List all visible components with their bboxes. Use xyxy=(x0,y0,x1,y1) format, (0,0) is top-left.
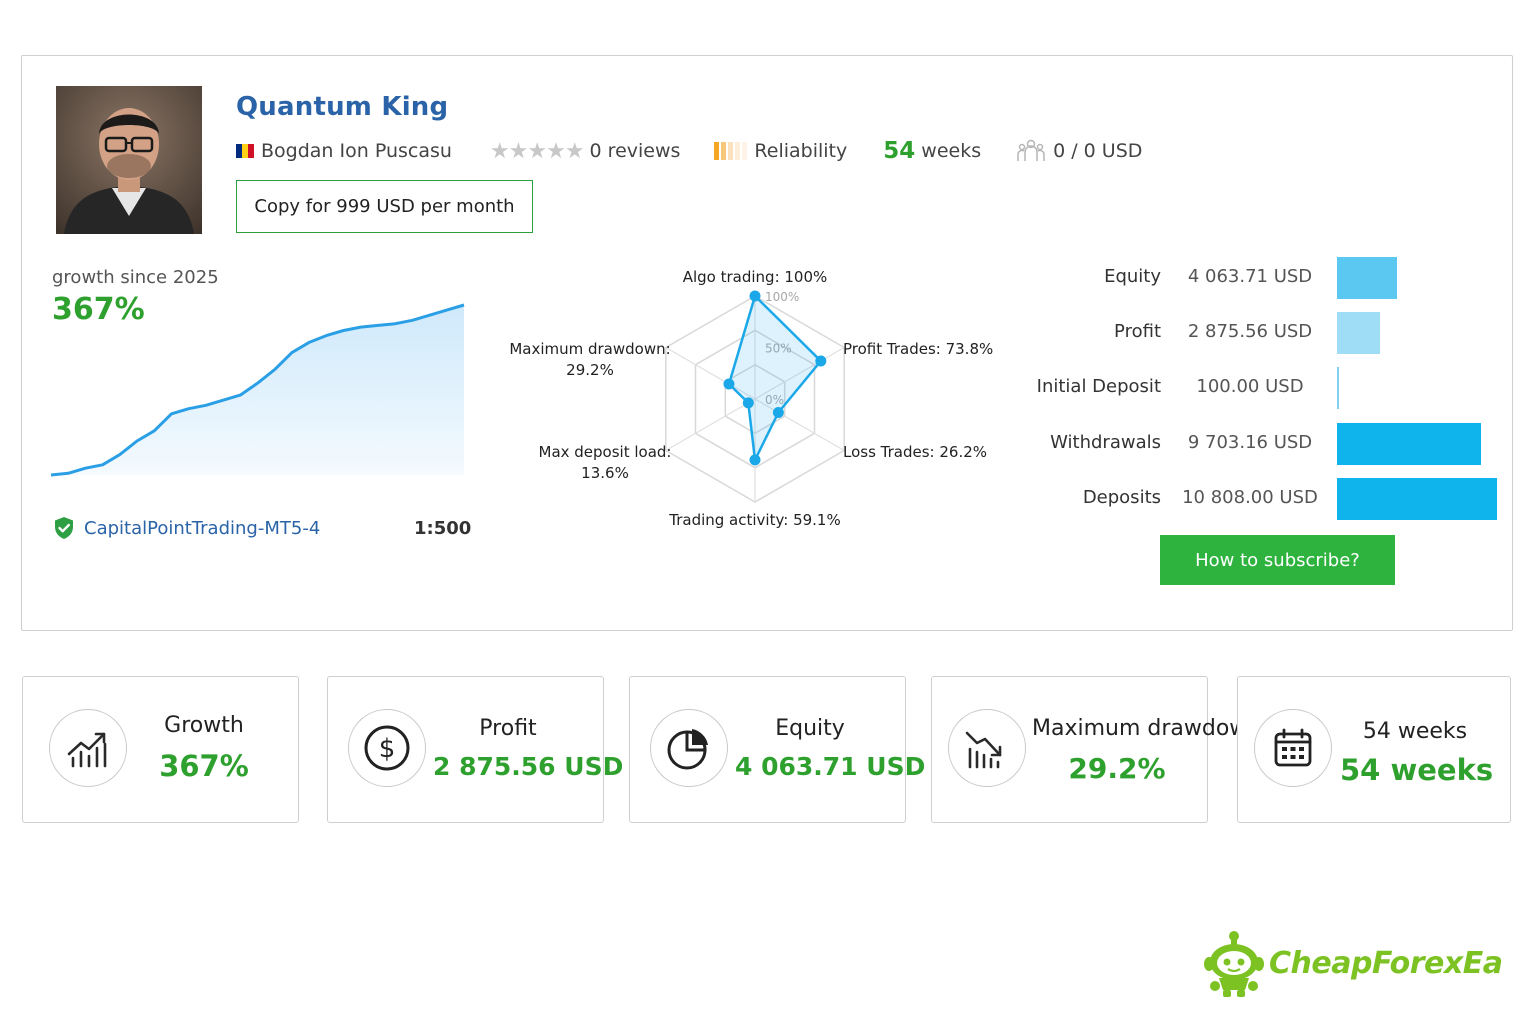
author-name[interactable]: Bogdan Ion Puscasu xyxy=(261,140,452,162)
stat-label: 54 weeks xyxy=(1362,719,1468,744)
financial-label: Equity xyxy=(1104,266,1161,287)
stat-value: 2 875.56 USD xyxy=(433,752,624,781)
financial-value: 9 703.16 USD xyxy=(1187,432,1313,453)
stat-label: Profit xyxy=(479,716,537,741)
financial-value: 4 063.71 USD xyxy=(1187,266,1313,287)
weeks-number: 54 xyxy=(883,138,916,164)
subscribers-value: 0 / 0 USD xyxy=(1053,140,1143,162)
leverage-value: 1:500 xyxy=(414,518,472,539)
financial-bar xyxy=(1337,257,1398,299)
financial-bar xyxy=(1337,478,1497,520)
radar-point xyxy=(723,378,735,390)
server-name[interactable]: CapitalPointTrading-MT5-4 xyxy=(84,517,321,539)
radar-tick-label: 100% xyxy=(765,290,799,304)
financial-bar xyxy=(1337,367,1339,409)
stat-card-growth: Growth 367% xyxy=(22,676,299,823)
radar-tick-label: 50% xyxy=(765,342,792,356)
stat-value: 367% xyxy=(159,749,249,783)
subscribers-icon xyxy=(1017,139,1045,161)
romania-flag-icon xyxy=(236,144,254,158)
growth-chart xyxy=(50,303,465,477)
pie-chart-icon xyxy=(650,709,728,787)
reliability-bars-icon xyxy=(714,142,748,160)
reliability-label: Reliability xyxy=(754,140,848,162)
radar-axis xyxy=(754,398,845,452)
copy-button[interactable]: Copy for 999 USD per month xyxy=(236,180,533,233)
radar-axis-label: Maximum drawdown: xyxy=(509,340,670,358)
financial-value: 100.00 USD xyxy=(1196,376,1304,397)
radar-chart: 100% 50% 0% Algo trading: 100% Profit Trades… xyxy=(509,268,993,529)
radar-data-area xyxy=(727,293,823,465)
financial-label: Profit xyxy=(1114,321,1161,342)
radar-axis-label: Max deposit load: xyxy=(539,443,672,461)
signal-title[interactable]: Quantum King xyxy=(236,92,449,122)
radar-axis-label: Trading activity: 59.1% xyxy=(668,511,840,529)
radar-point xyxy=(742,397,754,409)
radar-point xyxy=(815,355,827,367)
financial-bar xyxy=(1337,423,1481,465)
stat-label: Growth xyxy=(164,713,244,738)
rating-stars-icon: ★★★★★ xyxy=(489,138,585,164)
how-to-subscribe-button[interactable]: How to subscribe? xyxy=(1160,535,1395,585)
stat-value: 4 063.71 USD xyxy=(735,752,926,781)
brand-name: CheapForexEa xyxy=(1269,945,1503,981)
financial-value: 2 875.56 USD xyxy=(1187,321,1313,342)
radar-point xyxy=(749,454,761,466)
svg-text:$: $ xyxy=(379,734,396,764)
server-link[interactable]: CapitalPointTrading-MT5-4 xyxy=(52,516,320,540)
brand-logo: CheapForexEa xyxy=(1203,928,1503,998)
radar-tick-label: 0% xyxy=(765,393,784,407)
growth-line xyxy=(50,303,465,477)
weeks-label: weeks xyxy=(921,140,982,162)
stat-card-drawdown: Maximum drawdown 29.2% xyxy=(931,676,1262,823)
financial-bar xyxy=(1337,312,1380,354)
radar-axis-label: 29.2% xyxy=(566,361,614,379)
verified-shield-icon xyxy=(55,517,73,539)
financial-value: 10 808.00 USD xyxy=(1182,487,1318,508)
signal-meta: Bogdan Ion Puscasu ★★★★★ 0 reviews Relia… xyxy=(236,138,1142,164)
growth-area xyxy=(51,305,464,475)
robot-mascot-icon xyxy=(1204,931,1264,997)
stat-card-weeks: 54 weeks 54 weeks xyxy=(1237,676,1511,823)
financial-label: Withdrawals xyxy=(1050,432,1161,453)
radar-axis-label: Algo trading: 100% xyxy=(683,268,828,286)
stat-label: Equity xyxy=(775,716,845,741)
dollar-icon: $ xyxy=(348,709,426,787)
reviews-count[interactable]: 0 reviews xyxy=(589,140,681,162)
radar-axis-label: Profit Trades: 73.8% xyxy=(843,340,993,358)
radar-axis xyxy=(665,398,756,452)
growth-label: growth since 2025 xyxy=(52,267,219,288)
radar-axis xyxy=(754,346,845,400)
radar-point xyxy=(749,290,761,302)
financial-label: Initial Deposit xyxy=(1036,376,1161,397)
radar-axis xyxy=(665,346,756,400)
stat-label: Maximum drawdown xyxy=(1032,716,1262,741)
stat-value: 54 weeks xyxy=(1340,753,1494,787)
radar-axis-label: 13.6% xyxy=(581,464,629,482)
calendar-icon xyxy=(1254,709,1332,787)
stat-card-profit: $ Profit 2 875.56 USD xyxy=(327,676,624,823)
drawdown-icon xyxy=(948,709,1026,787)
radar-axis-label: Loss Trades: 26.2% xyxy=(843,443,987,461)
stat-card-equity: Equity 4 063.71 USD xyxy=(629,676,926,823)
growth-chart-icon xyxy=(49,709,127,787)
growth-value: 367% xyxy=(52,292,145,327)
author-avatar xyxy=(56,86,202,234)
radar-point xyxy=(772,406,784,418)
stat-value: 29.2% xyxy=(1068,752,1166,785)
financial-label: Deposits xyxy=(1082,487,1161,508)
